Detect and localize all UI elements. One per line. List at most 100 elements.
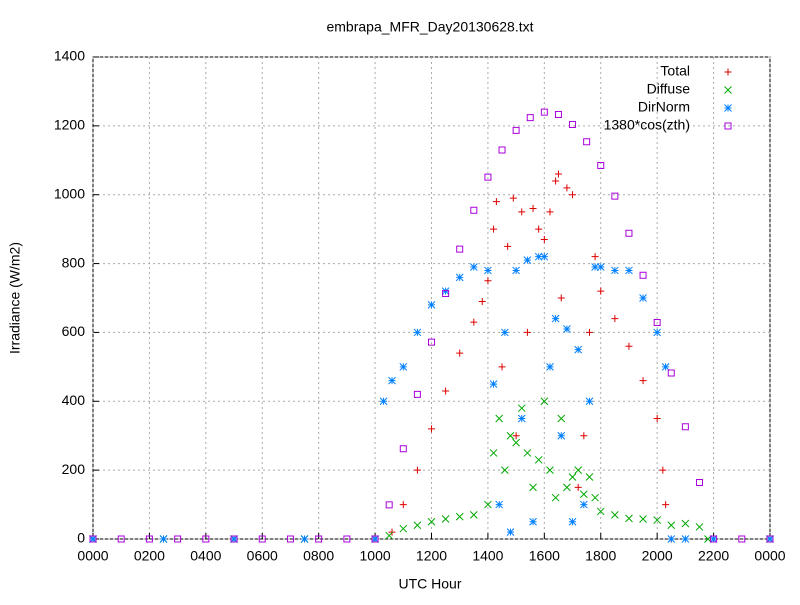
point: [441, 287, 450, 295]
point: [661, 363, 670, 371]
point: [413, 521, 422, 530]
y-tick-label: 1000: [54, 185, 85, 201]
point: [568, 517, 577, 526]
point: [526, 114, 534, 122]
point: [498, 146, 506, 154]
point: [399, 445, 407, 453]
chart-title: embrapa_MFR_Day20130628.txt: [326, 19, 533, 35]
point: [659, 466, 667, 474]
x-tick-label: 1800: [585, 548, 616, 564]
point: [681, 519, 690, 528]
point: [441, 515, 450, 523]
point: [489, 449, 498, 457]
point: [574, 345, 583, 354]
point: [552, 177, 560, 185]
point: [535, 225, 543, 233]
point: [591, 253, 599, 261]
point: [554, 110, 562, 118]
x-tick-label: 0000: [77, 548, 108, 564]
x-tick-label: 0400: [190, 548, 221, 564]
point: [442, 290, 450, 298]
point: [300, 535, 309, 543]
point: [89, 535, 97, 543]
point: [469, 511, 478, 519]
point: [517, 404, 526, 413]
point: [506, 528, 515, 536]
point: [230, 535, 238, 543]
point: [653, 328, 662, 337]
point: [529, 483, 537, 492]
point: [379, 397, 388, 406]
x-tick-label: 0200: [134, 548, 165, 564]
point: [585, 397, 594, 406]
point: [315, 535, 323, 543]
x-tick-label: 1000: [360, 548, 391, 564]
point: [504, 242, 512, 250]
point: [580, 432, 588, 440]
point: [766, 535, 774, 543]
y-tick-label: 200: [62, 461, 86, 477]
point: [399, 524, 408, 533]
x-tick-label: 1400: [472, 548, 503, 564]
point: [611, 266, 619, 275]
point: [662, 501, 670, 509]
point: [568, 473, 577, 481]
x-tick-label: 0000: [754, 548, 785, 564]
point: [540, 397, 549, 406]
point: [574, 466, 583, 474]
y-tick-label: 1200: [54, 117, 85, 133]
point: [529, 517, 537, 526]
point: [551, 314, 560, 323]
point: [490, 225, 498, 233]
point: [596, 507, 605, 516]
point: [489, 380, 498, 388]
x-axis-label: UTC Hour: [398, 576, 461, 592]
point: [399, 363, 408, 371]
point: [523, 256, 532, 264]
point: [591, 263, 599, 271]
point: [388, 376, 396, 385]
point: [456, 245, 464, 253]
x-tick-label: 2200: [698, 548, 729, 564]
point: [625, 342, 633, 350]
point: [563, 483, 571, 492]
point: [563, 184, 571, 192]
point: [695, 523, 704, 531]
point: [413, 390, 421, 398]
legend-label: 1380*cos(zth): [604, 117, 690, 133]
point: [495, 500, 504, 509]
point: [579, 500, 588, 509]
point: [546, 208, 554, 216]
point: [554, 170, 562, 178]
point: [540, 235, 548, 243]
point: [428, 425, 435, 433]
point: [343, 535, 351, 543]
y-tick-label: 1400: [54, 48, 85, 64]
y-tick-label: 800: [62, 254, 86, 270]
point: [509, 194, 517, 202]
point: [709, 535, 718, 543]
point: [506, 431, 515, 440]
legend-label: Diffuse: [647, 81, 691, 97]
point: [597, 287, 605, 295]
point: [574, 483, 582, 491]
point: [202, 535, 210, 543]
point: [427, 301, 436, 309]
point: [258, 535, 266, 543]
point: [611, 511, 619, 519]
point: [469, 263, 478, 271]
point: [145, 535, 153, 543]
point: [500, 328, 509, 337]
point: [500, 466, 509, 474]
point: [413, 466, 421, 474]
legend-marker: [724, 122, 732, 130]
point: [455, 512, 464, 521]
point: [611, 192, 619, 200]
point: [540, 108, 548, 116]
point: [428, 338, 435, 346]
point: [523, 449, 532, 457]
point: [569, 120, 577, 128]
point: [557, 414, 566, 423]
point: [585, 328, 593, 336]
